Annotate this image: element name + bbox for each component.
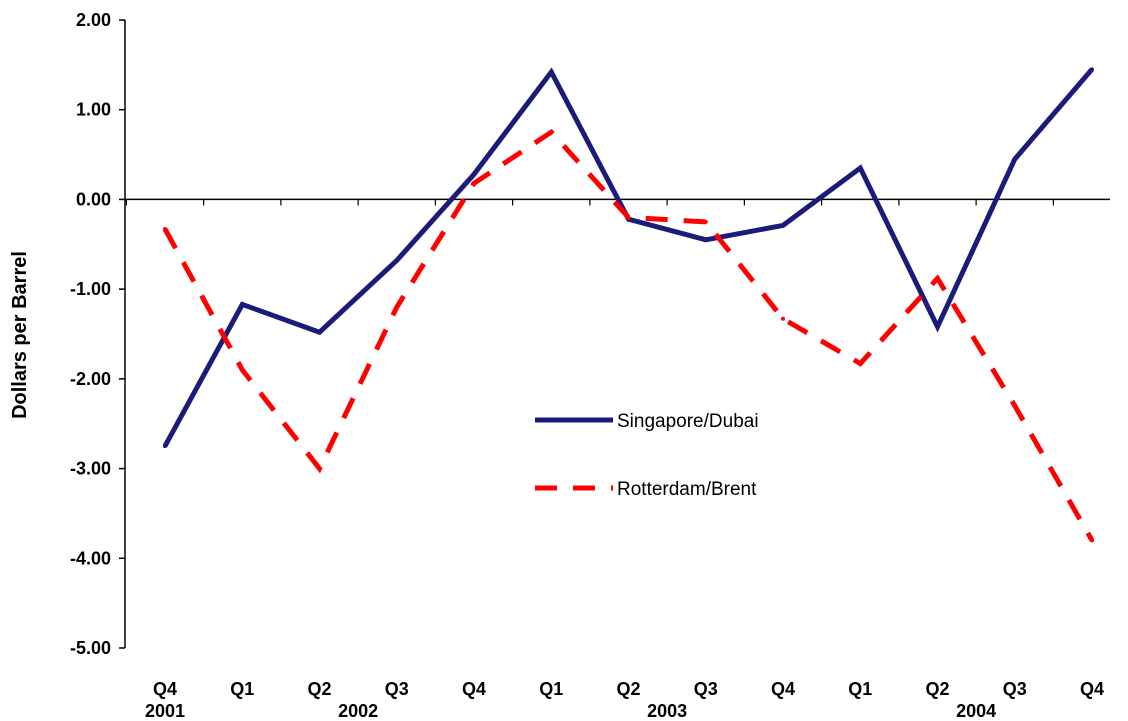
- x-tick-label: Q2: [307, 679, 331, 699]
- data-point: [317, 466, 322, 471]
- axes-layer: 2.00 1.00 0.00 -1.00 -2.00 -3.00 -4.00 -5.00 Q4 Q…: [70, 10, 1110, 721]
- y-tick-label: -2.00: [70, 369, 111, 389]
- data-point: [858, 361, 863, 366]
- x-tick-label: Q3: [385, 679, 409, 699]
- data-point: [240, 367, 245, 372]
- data-point: [781, 223, 785, 228]
- legend-label: Singapore/Dubai: [617, 411, 759, 432]
- y-axis-title: Dollars per Barrel: [9, 251, 31, 419]
- y-tick-label: -5.00: [70, 638, 111, 658]
- data-point: [163, 227, 167, 232]
- data-point: [394, 305, 399, 310]
- x-tick-label: Q1: [230, 679, 254, 699]
- data-point: [1090, 67, 1094, 72]
- y-tick-label: 1.00: [76, 100, 111, 120]
- data-point: [935, 324, 940, 329]
- series-line-singapore-dubai: [162, 67, 1094, 448]
- x-tick-label: Q4: [462, 679, 486, 699]
- data-point: [549, 130, 554, 135]
- data-point: [1012, 403, 1017, 408]
- data-point: [163, 444, 167, 449]
- year-label: 2002: [338, 701, 378, 721]
- data-point: [549, 70, 554, 75]
- x-tick-label: Q2: [616, 679, 640, 699]
- data-point: [317, 330, 322, 335]
- data-point: [240, 302, 245, 307]
- x-tick-label: Q4: [771, 679, 795, 699]
- y-tick-label: 2.00: [76, 10, 111, 30]
- x-tick-label: Q4: [1080, 679, 1104, 699]
- x-tick-label: Q3: [694, 679, 718, 699]
- data-point: [858, 166, 863, 171]
- legend: Singapore/Dubai Rotterdam/Brent: [535, 411, 759, 500]
- legend-label: Rotterdam/Brent: [617, 479, 757, 500]
- data-point: [1012, 157, 1017, 162]
- data-point: [394, 258, 399, 263]
- data-point: [935, 276, 940, 281]
- data-point: [703, 219, 708, 224]
- data-point: [703, 237, 708, 242]
- year-label: 2003: [647, 701, 687, 721]
- x-tick-label: Q2: [925, 679, 949, 699]
- x-tick-label: Q1: [539, 679, 563, 699]
- data-point: [1090, 538, 1094, 543]
- y-tick-label: -1.00: [70, 279, 111, 299]
- x-tick-label: Q1: [848, 679, 872, 699]
- x-tick-label: Q4: [153, 679, 177, 699]
- data-point: [472, 172, 476, 177]
- y-tick-label: -4.00: [70, 548, 111, 568]
- y-tick-label: 0.00: [76, 189, 111, 209]
- data-point: [626, 215, 631, 220]
- series-layer: [162, 67, 1095, 543]
- y-tick-label: -3.00: [70, 459, 111, 479]
- year-label: 2001: [145, 701, 185, 721]
- data-point: [781, 316, 785, 321]
- year-label: 2004: [956, 701, 996, 721]
- x-tick-label: Q3: [1003, 679, 1027, 699]
- data-point: [472, 181, 476, 186]
